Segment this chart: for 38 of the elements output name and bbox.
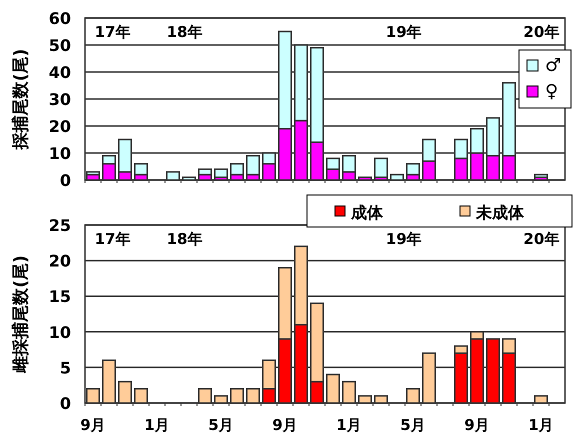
annotation: 19年 bbox=[386, 230, 422, 248]
x-tick-label: 1月 bbox=[336, 416, 362, 434]
annotation: 20年 bbox=[523, 230, 560, 248]
x-tick-label: 9月 bbox=[464, 416, 490, 434]
legend-label: ♂ bbox=[545, 55, 562, 76]
annotation: 19年 bbox=[386, 23, 422, 41]
x-tick-label: 1月 bbox=[528, 416, 554, 434]
y-tick-label: 30 bbox=[48, 90, 71, 109]
y-axis-title: 採捕尾数(尾) bbox=[11, 48, 31, 150]
y-tick-label: 10 bbox=[48, 322, 71, 342]
annotation: 17年 bbox=[94, 23, 130, 41]
legend-label: ♀ bbox=[545, 81, 558, 102]
x-tick-label: 5月 bbox=[208, 416, 234, 434]
x-tick-label: 9月 bbox=[80, 416, 106, 434]
x-tick-label: 1月 bbox=[144, 416, 170, 434]
bar bbox=[374, 158, 388, 178]
x-tick-label: 5月 bbox=[400, 416, 426, 434]
legend-label: 未成体 bbox=[475, 203, 525, 222]
y-tick-label: 50 bbox=[48, 36, 71, 55]
y-tick-label: 0 bbox=[60, 171, 71, 190]
y-tick-label: 40 bbox=[48, 63, 71, 82]
x-tick-label: 9月 bbox=[272, 416, 298, 434]
annotation: 17年 bbox=[94, 230, 130, 248]
bar bbox=[534, 174, 548, 178]
bar bbox=[214, 168, 228, 178]
annotation: 18年 bbox=[166, 23, 202, 41]
y-tick-label: 20 bbox=[48, 117, 71, 136]
y-tick-label: 20 bbox=[48, 252, 71, 271]
annotation: 20年 bbox=[523, 23, 560, 41]
y-axis-title: 雌採捕尾数(尾) bbox=[11, 255, 31, 374]
y-tick-label: 0 bbox=[60, 394, 71, 413]
annotation: 18年 bbox=[166, 230, 202, 248]
y-tick-label: 15 bbox=[48, 287, 71, 306]
y-tick-label: 25 bbox=[48, 216, 71, 235]
legend-label: 成体 bbox=[350, 203, 384, 222]
y-tick-label: 5 bbox=[60, 358, 71, 378]
y-tick-label: 10 bbox=[48, 144, 71, 163]
y-tick-label: 60 bbox=[48, 9, 71, 28]
